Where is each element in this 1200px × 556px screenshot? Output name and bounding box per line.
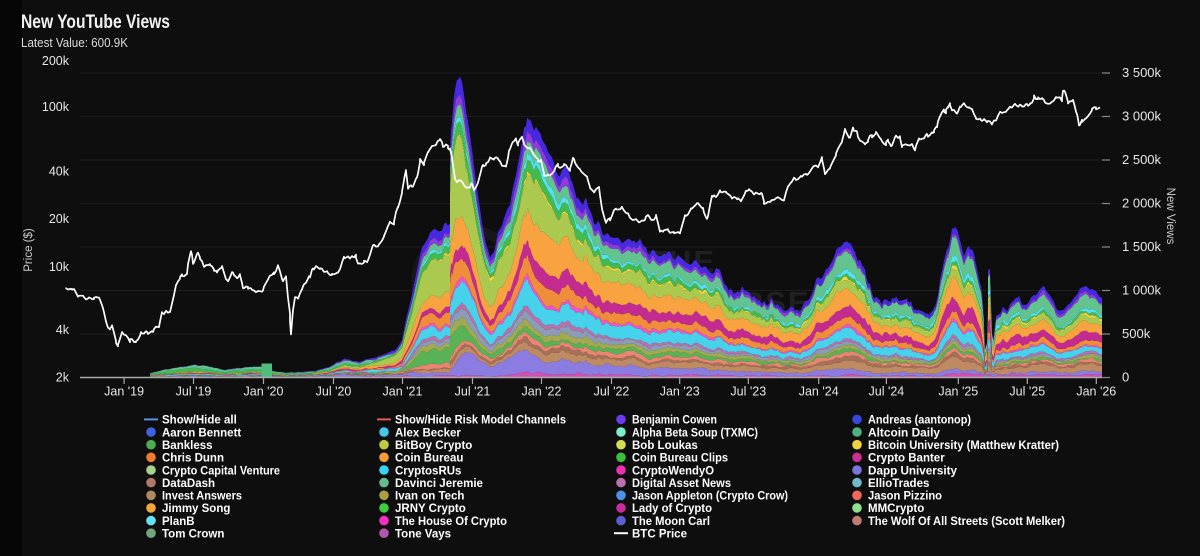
svg-text:100k: 100k [42, 100, 70, 114]
svg-text:Coin Bureau Clips: Coin Bureau Clips [632, 453, 728, 465]
svg-text:EllioTrades: EllioTrades [868, 478, 929, 490]
svg-text:Alex Becker: Alex Becker [395, 427, 461, 439]
svg-text:500k: 500k [1122, 326, 1151, 341]
svg-text:1 000k: 1 000k [1122, 283, 1162, 298]
svg-text:Jan '25: Jan '25 [938, 385, 978, 399]
svg-text:Jan '24: Jan '24 [799, 385, 839, 399]
svg-text:Jan '20: Jan '20 [244, 385, 284, 399]
svg-text:New Views: New Views [1164, 188, 1176, 245]
svg-text:2 500k: 2 500k [1122, 152, 1162, 167]
svg-text:Jul '20: Jul '20 [316, 385, 352, 399]
svg-text:BTC Price: BTC Price [632, 529, 687, 541]
svg-text:Invest Answers: Invest Answers [162, 491, 242, 503]
svg-text:Bob Loukas: Bob Loukas [632, 440, 698, 452]
svg-text:JRNY Crypto: JRNY Crypto [395, 503, 466, 515]
svg-text:Tone Vays: Tone Vays [395, 529, 451, 541]
svg-text:DataDash: DataDash [162, 478, 215, 490]
svg-text:Jul '25: Jul '25 [1009, 385, 1045, 399]
svg-text:20k: 20k [49, 212, 70, 226]
svg-text:Jason Pizzino: Jason Pizzino [868, 491, 942, 503]
svg-text:Show/Hide Risk Model Channels: Show/Hide Risk Model Channels [395, 415, 566, 427]
svg-text:Crypto Banter: Crypto Banter [868, 453, 945, 465]
svg-text:The Wolf Of All Streets (Scott: The Wolf Of All Streets (Scott Melker) [868, 516, 1065, 528]
svg-text:3 000k: 3 000k [1122, 109, 1162, 124]
svg-text:Crypto Capital Venture: Crypto Capital Venture [162, 465, 280, 477]
svg-text:Benjamin Cowen: Benjamin Cowen [632, 415, 717, 427]
svg-text:10k: 10k [49, 260, 70, 274]
svg-text:Jason Appleton (Crypto Crow): Jason Appleton (Crypto Crow) [632, 491, 788, 503]
svg-text:Coin Bureau: Coin Bureau [395, 453, 463, 465]
svg-text:Lady of Crypto: Lady of Crypto [632, 503, 712, 515]
svg-text:MMCrypto: MMCrypto [868, 503, 924, 515]
svg-text:2 000k: 2 000k [1122, 196, 1162, 211]
svg-text:Bitcoin University (Matthew Kr: Bitcoin University (Matthew Kratter) [868, 440, 1059, 452]
svg-text:Alpha Beta Soup (TXMC): Alpha Beta Soup (TXMC) [632, 427, 758, 439]
svg-text:Dapp University: Dapp University [868, 465, 958, 477]
svg-text:The House Of Crypto: The House Of Crypto [395, 516, 507, 528]
svg-text:Jan '23: Jan '23 [660, 385, 700, 399]
svg-text:Jan '21: Jan '21 [383, 385, 423, 399]
svg-text:New YouTube Views: New YouTube Views [21, 11, 170, 33]
svg-text:Jan '19: Jan '19 [104, 385, 144, 399]
svg-text:Show/Hide all: Show/Hide all [162, 415, 237, 427]
svg-text:Davinci Jeremie: Davinci Jeremie [395, 478, 483, 490]
svg-text:Jul '22: Jul '22 [594, 385, 630, 399]
svg-text:2k: 2k [56, 371, 70, 385]
svg-text:PlanB: PlanB [162, 516, 195, 528]
svg-text:Latest Value: 600.9K: Latest Value: 600.9K [21, 36, 129, 50]
svg-text:Jul '21: Jul '21 [455, 385, 491, 399]
svg-text:Altcoin Daily: Altcoin Daily [868, 427, 941, 439]
svg-text:Jan '26: Jan '26 [1076, 385, 1116, 399]
svg-text:CryptoWendyO: CryptoWendyO [632, 465, 714, 477]
svg-text:The Moon Carl: The Moon Carl [632, 516, 710, 528]
svg-text:Chris Dunn: Chris Dunn [162, 453, 224, 465]
svg-text:200k: 200k [42, 54, 70, 68]
svg-text:0: 0 [1122, 370, 1129, 385]
svg-text:Digital Asset News: Digital Asset News [632, 478, 731, 490]
svg-text:1 500k: 1 500k [1122, 239, 1162, 254]
svg-text:BitBoy Crypto: BitBoy Crypto [395, 440, 472, 452]
svg-text:Tom Crown: Tom Crown [162, 529, 224, 541]
svg-text:Jimmy Song: Jimmy Song [162, 503, 230, 515]
svg-text:4k: 4k [56, 323, 70, 337]
svg-text:CryptosRUs: CryptosRUs [395, 465, 461, 477]
svg-text:Jul '23: Jul '23 [730, 385, 766, 399]
svg-text:3 500k: 3 500k [1122, 65, 1162, 80]
svg-text:Price ($): Price ($) [23, 228, 35, 272]
svg-text:Bankless: Bankless [162, 440, 213, 452]
svg-text:Jul '24: Jul '24 [869, 385, 905, 399]
svg-text:Jul '19: Jul '19 [176, 385, 212, 399]
svg-text:Ivan on Tech: Ivan on Tech [395, 491, 464, 503]
svg-text:Jan '22: Jan '22 [522, 385, 562, 399]
svg-text:Aaron Bennett: Aaron Bennett [162, 427, 241, 439]
svg-text:40k: 40k [49, 165, 70, 179]
svg-text:Andreas (aantonop): Andreas (aantonop) [868, 415, 971, 427]
